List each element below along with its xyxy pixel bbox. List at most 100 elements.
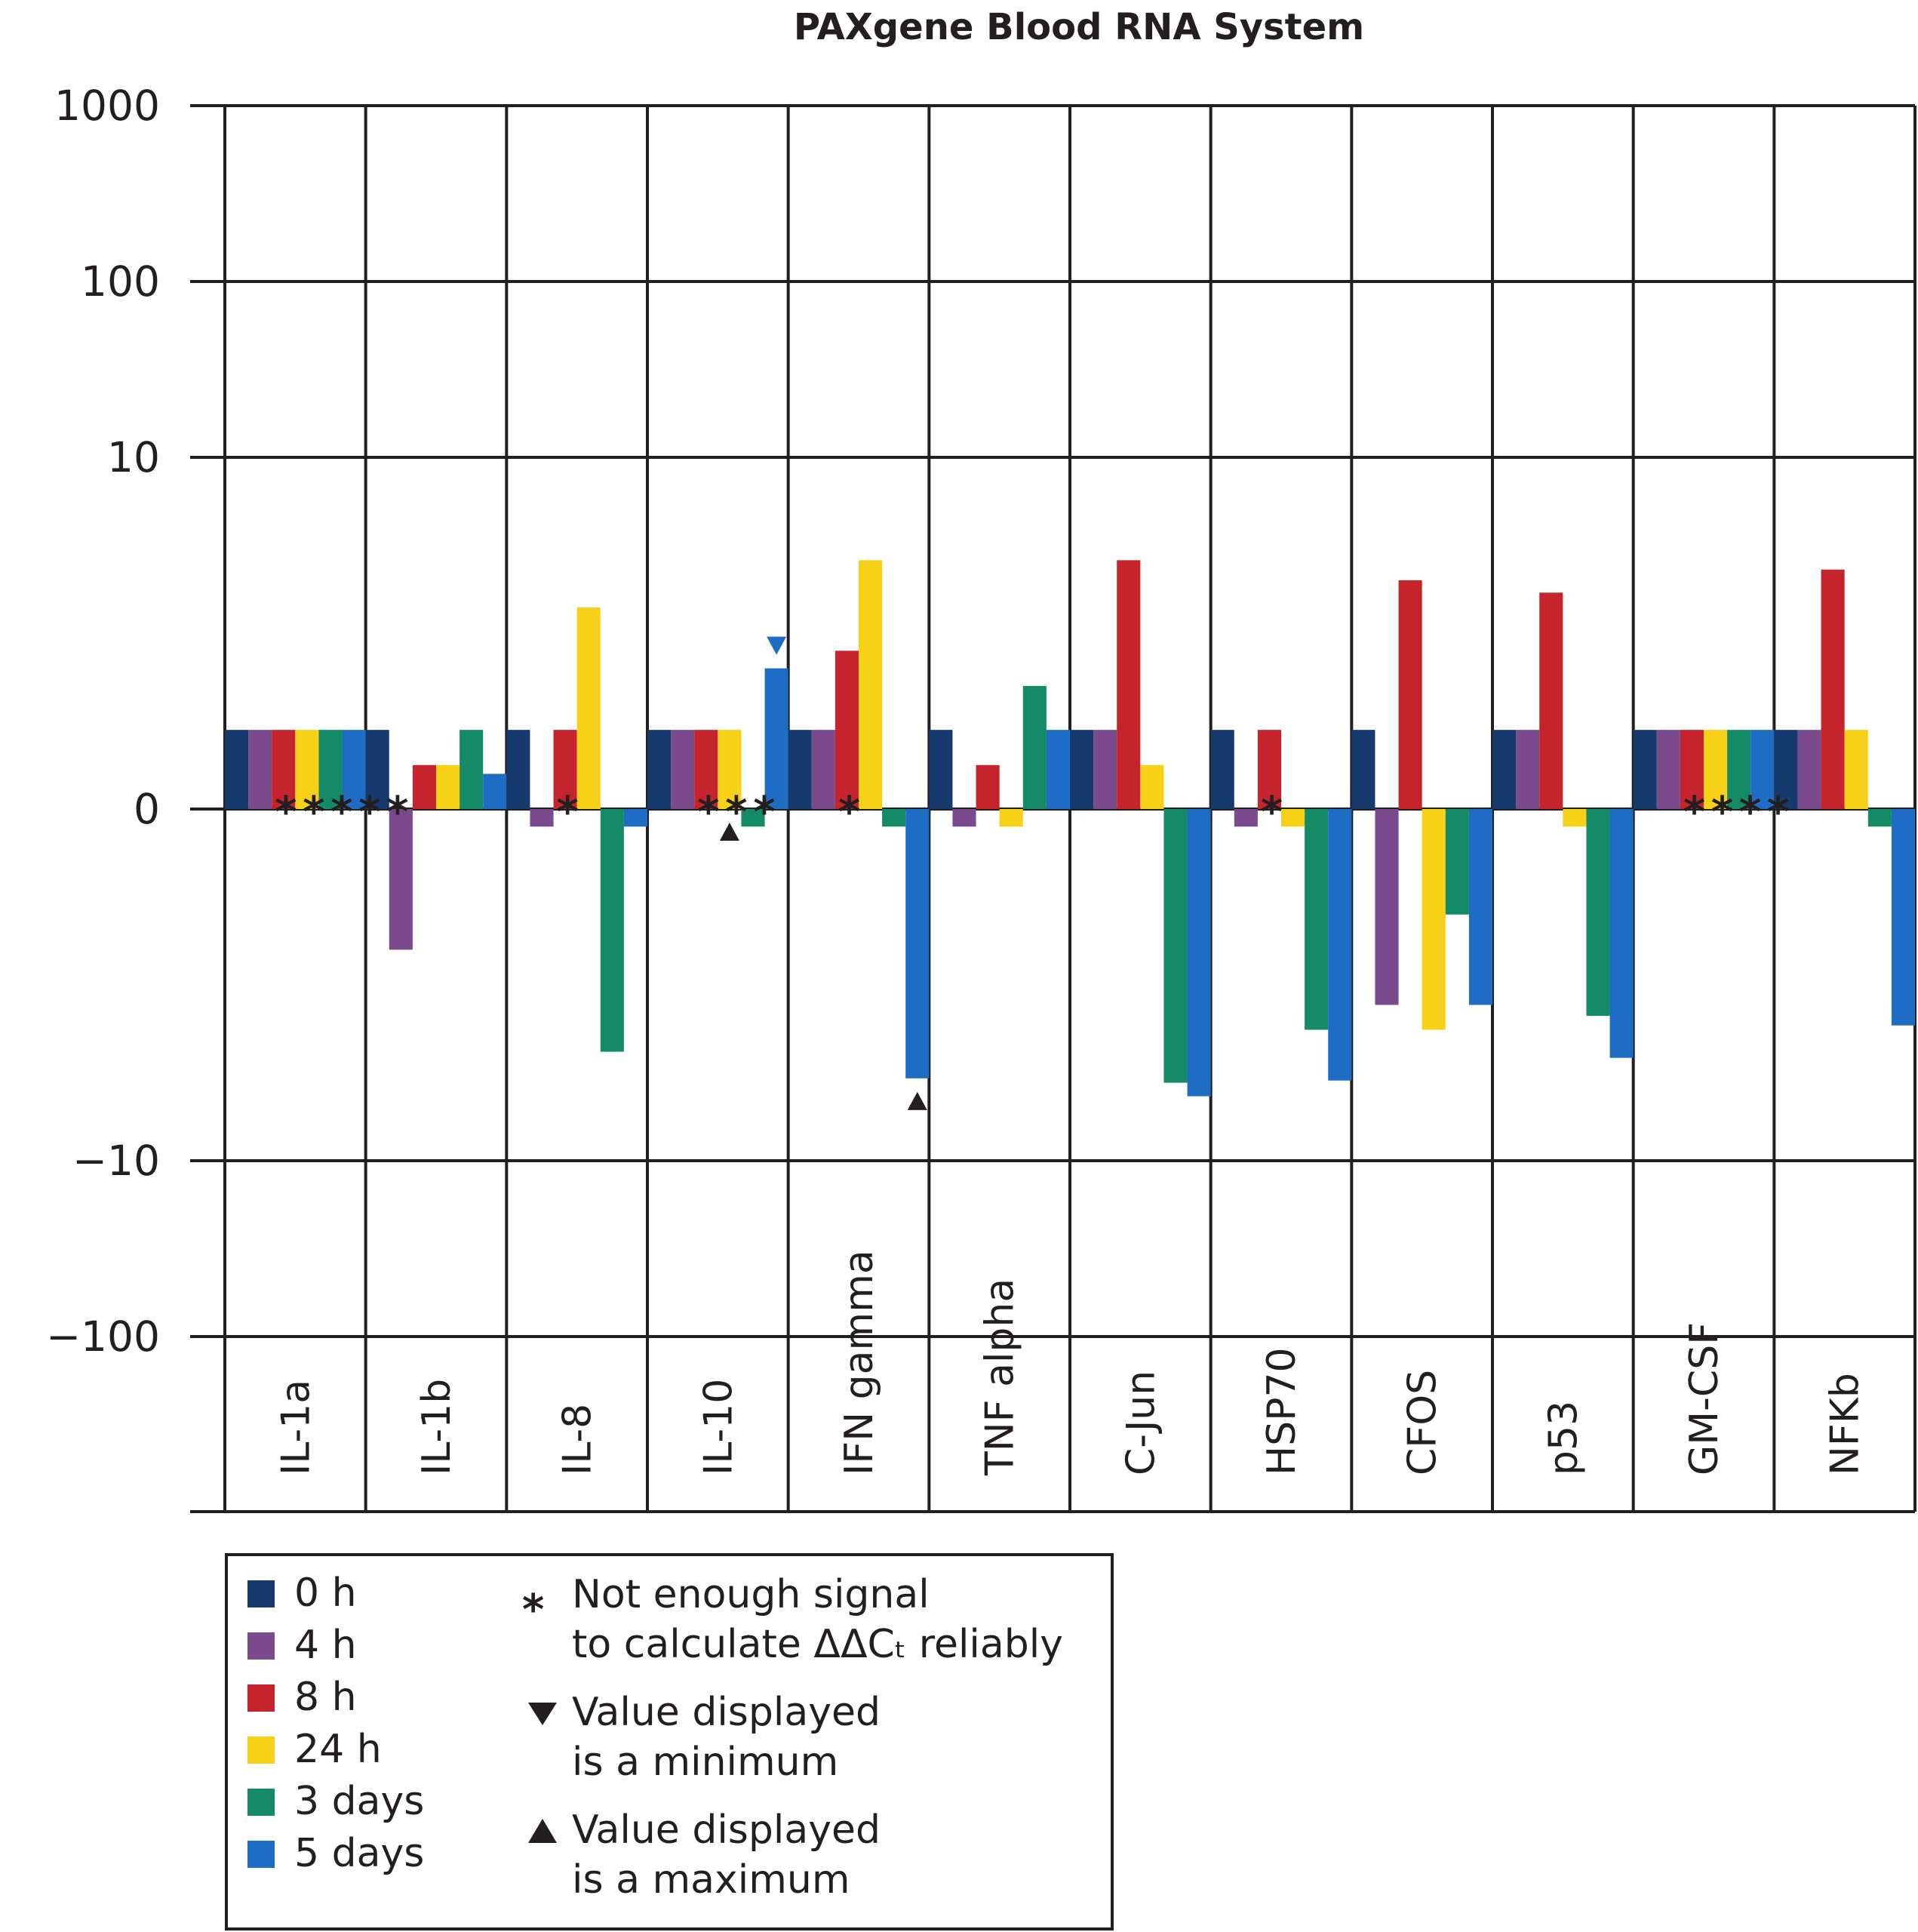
bar	[1867, 809, 1892, 827]
bar	[741, 809, 765, 827]
legend-swatch	[247, 1737, 275, 1764]
bar	[976, 764, 1000, 809]
asterisk-mark: *	[1683, 788, 1705, 837]
category-label: TNF alpha	[978, 1278, 1023, 1476]
bar	[718, 730, 742, 809]
bar	[506, 730, 530, 809]
maximum-marker	[907, 1091, 927, 1110]
bar	[1656, 730, 1680, 809]
bar	[1257, 730, 1281, 809]
bar	[365, 730, 389, 809]
note-line1: Value displayed	[572, 1690, 881, 1735]
legend-notes: * Not enough signal to calculate ΔΔCₜ reli…	[522, 1572, 1063, 1903]
bar	[225, 730, 249, 809]
note-line1: Not enough signal	[572, 1572, 930, 1617]
note-line2: to calculate ΔΔCₜ reliably	[572, 1622, 1063, 1667]
category-label: p53	[1541, 1401, 1586, 1475]
legend-label: 24 h	[294, 1727, 382, 1772]
asterisk-mark: *	[557, 788, 579, 837]
bar	[412, 764, 436, 809]
category-label: C-Jun	[1118, 1371, 1163, 1475]
bar	[530, 809, 554, 827]
bar	[460, 730, 484, 809]
bar	[929, 730, 953, 809]
asterisk-mark: *	[1767, 788, 1789, 837]
bar	[1727, 730, 1751, 809]
category-label: IFN gamma	[837, 1250, 882, 1475]
asterisk-mark: *	[303, 788, 324, 837]
legend-frame	[225, 1553, 1114, 1930]
bar	[1704, 730, 1728, 809]
legend-swatch	[247, 1841, 275, 1868]
asterisk-mark: *	[1739, 788, 1761, 837]
bar	[600, 809, 624, 1052]
y-tick-label: 10	[107, 433, 160, 481]
bar	[272, 730, 296, 809]
bar	[1891, 809, 1915, 1026]
category-label: HSP70	[1259, 1347, 1305, 1475]
bar	[905, 809, 930, 1078]
bar	[342, 730, 366, 809]
bar	[389, 809, 413, 950]
bar	[248, 730, 272, 809]
note-line2: is a minimum	[572, 1740, 838, 1785]
legend-label: 4 h	[294, 1623, 357, 1668]
bar	[1609, 809, 1634, 1058]
bar	[1539, 592, 1563, 809]
note-up-triangle-icon	[528, 1819, 557, 1843]
bar	[1586, 809, 1610, 1017]
legend-label: 0 h	[294, 1571, 357, 1616]
legend-series: 0 h 4 h 8 h 24 h 3 days 5 days	[247, 1571, 424, 1876]
minimum-marker	[767, 636, 787, 655]
bar	[1163, 809, 1188, 1083]
bar	[1750, 730, 1775, 809]
bars	[225, 560, 1915, 1097]
bar	[1070, 730, 1094, 809]
bar	[1821, 569, 1845, 809]
category-labels: IL-1a IL-1b IL-8 IL-10 IFN gamma TNF alpha C-J…	[273, 1250, 1867, 1476]
bar	[1468, 809, 1492, 1005]
chart-title: PAXgene Blood RNA System	[794, 6, 1364, 48]
bar	[483, 774, 507, 809]
category-label: NFKb	[1823, 1373, 1868, 1475]
bar	[671, 730, 695, 809]
note-line1: Value displayed	[572, 1807, 881, 1853]
y-tick-label: 100	[81, 257, 160, 306]
bar	[318, 730, 343, 809]
bar	[1351, 730, 1375, 809]
bar	[764, 668, 788, 809]
bar	[882, 809, 906, 827]
bar	[1046, 730, 1070, 809]
asterisk-mark: *	[1261, 788, 1283, 837]
bar	[1210, 730, 1234, 809]
category-label: IL-8	[555, 1404, 601, 1475]
category-label: IL-1a	[273, 1380, 318, 1475]
bar	[835, 651, 859, 809]
bar	[1563, 809, 1587, 827]
category-label: IL-1b	[414, 1379, 460, 1475]
bar	[1398, 580, 1422, 809]
legend-swatch	[247, 1684, 275, 1712]
bar	[1234, 809, 1258, 827]
asterisk-mark: *	[1711, 788, 1733, 837]
legend-swatch	[247, 1580, 275, 1607]
bar	[1633, 730, 1657, 809]
legend-swatch	[247, 1632, 275, 1660]
annotations: * * * * * * * * * * * * * * *	[275, 636, 1789, 1110]
bar	[788, 730, 812, 809]
bar	[647, 730, 672, 809]
bar	[1375, 809, 1399, 1005]
asterisk-mark: *	[838, 788, 860, 837]
bar	[1187, 809, 1211, 1097]
note-line2: is a maximum	[572, 1857, 850, 1903]
bar	[1492, 730, 1517, 809]
bar	[295, 730, 319, 809]
asterisk-mark: *	[358, 788, 380, 837]
note-asterisk-icon: *	[522, 1586, 544, 1635]
bar	[1093, 730, 1117, 809]
bar	[1797, 730, 1821, 809]
bar	[436, 764, 460, 809]
asterisk-mark: *	[275, 788, 297, 837]
bar	[811, 730, 835, 809]
legend: 0 h 4 h 8 h 24 h 3 days 5 days * Not enough si…	[225, 1553, 1114, 1930]
